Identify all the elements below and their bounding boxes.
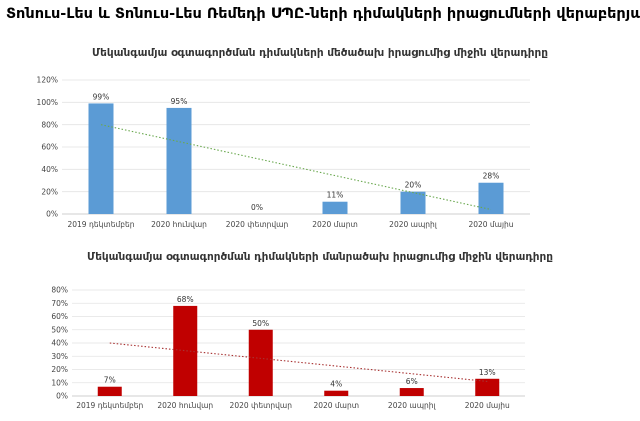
- retail-ytick-label: 40%: [51, 339, 68, 348]
- retail-ytick-label: 30%: [51, 352, 68, 361]
- retail-bar: [324, 390, 349, 396]
- retail-bar: [475, 378, 500, 396]
- chart-title-retail: Մեկանգամյա օգտագործման դիմակների մանրածա…: [87, 251, 553, 263]
- wholesale-bar: [478, 182, 504, 214]
- wholesale-data-label: 11%: [327, 191, 344, 200]
- wholesale-category-label: 2019 դեկտեմբեր: [67, 220, 134, 229]
- wholesale-category-label: 2020 փետրվար: [226, 220, 289, 229]
- retail-category-label: 2020 հունվար: [157, 401, 213, 410]
- wholesale-ytick-label: 40%: [41, 165, 58, 174]
- retail-ytick-label: 60%: [51, 312, 68, 321]
- retail-bar: [248, 329, 273, 396]
- retail-category-label: 2020 մարտ: [313, 401, 359, 410]
- page-title: Տոնուս-Լես և Տոնուս-Լես Ռեմեդի ՍՊԸ-ների …: [6, 6, 640, 22]
- retail-category-label: 2019 դեկտեմբեր: [76, 401, 143, 410]
- wholesale-data-label: 0%: [251, 203, 263, 212]
- retail-data-label: 4%: [330, 380, 342, 389]
- retail-data-label: 13%: [479, 368, 496, 377]
- wholesale-ytick-label: 0%: [46, 210, 58, 219]
- wholesale-category-label: 2020 ապրիլ: [389, 220, 438, 229]
- retail-data-label: 7%: [104, 376, 116, 385]
- retail-bar: [173, 305, 198, 396]
- wholesale-bar: [88, 103, 114, 214]
- wholesale-trendline: [100, 124, 492, 211]
- wholesale-category-label: 2020 հունվար: [151, 220, 207, 229]
- retail-ytick-label: 80%: [51, 286, 68, 295]
- retail-ytick-label: 20%: [51, 365, 68, 374]
- retail-ytick-label: 50%: [51, 325, 68, 334]
- retail-bar: [97, 386, 122, 396]
- wholesale-bar: [322, 201, 348, 214]
- wholesale-data-label: 99%: [93, 92, 110, 101]
- wholesale-ytick-label: 120%: [37, 76, 58, 85]
- wholesale-bar: [400, 191, 426, 214]
- wholesale-data-label: 95%: [171, 97, 188, 106]
- retail-category-label: 2020 մայիս: [465, 401, 510, 410]
- retail-ytick-label: 10%: [51, 378, 68, 387]
- retail-data-label: 50%: [252, 319, 269, 328]
- retail-data-label: 6%: [406, 377, 418, 386]
- retail-bar: [399, 388, 424, 396]
- wholesale-ytick-label: 80%: [41, 120, 58, 129]
- wholesale-category-label: 2020 մայիս: [468, 220, 513, 229]
- wholesale-data-label: 28%: [483, 172, 500, 181]
- retail-category-label: 2020 փետրվար: [230, 401, 293, 410]
- retail-trendline: [109, 342, 488, 382]
- retail-ytick-label: 70%: [51, 299, 68, 308]
- retail-ytick-label: 0%: [56, 392, 68, 401]
- wholesale-ytick-label: 20%: [41, 187, 58, 196]
- wholesale-ytick-label: 60%: [41, 143, 58, 152]
- chart-title-wholesale: Մեկանգամյա օգտագործման դիմակների մեծածախ…: [91, 47, 549, 59]
- retail-category-label: 2020 ապրիլ: [388, 401, 437, 410]
- wholesale-data-label: 20%: [405, 181, 422, 190]
- wholesale-bar: [166, 107, 192, 214]
- wholesale-ytick-label: 100%: [37, 98, 58, 107]
- wholesale-category-label: 2020 մարտ: [312, 220, 358, 229]
- retail-data-label: 68%: [177, 295, 194, 304]
